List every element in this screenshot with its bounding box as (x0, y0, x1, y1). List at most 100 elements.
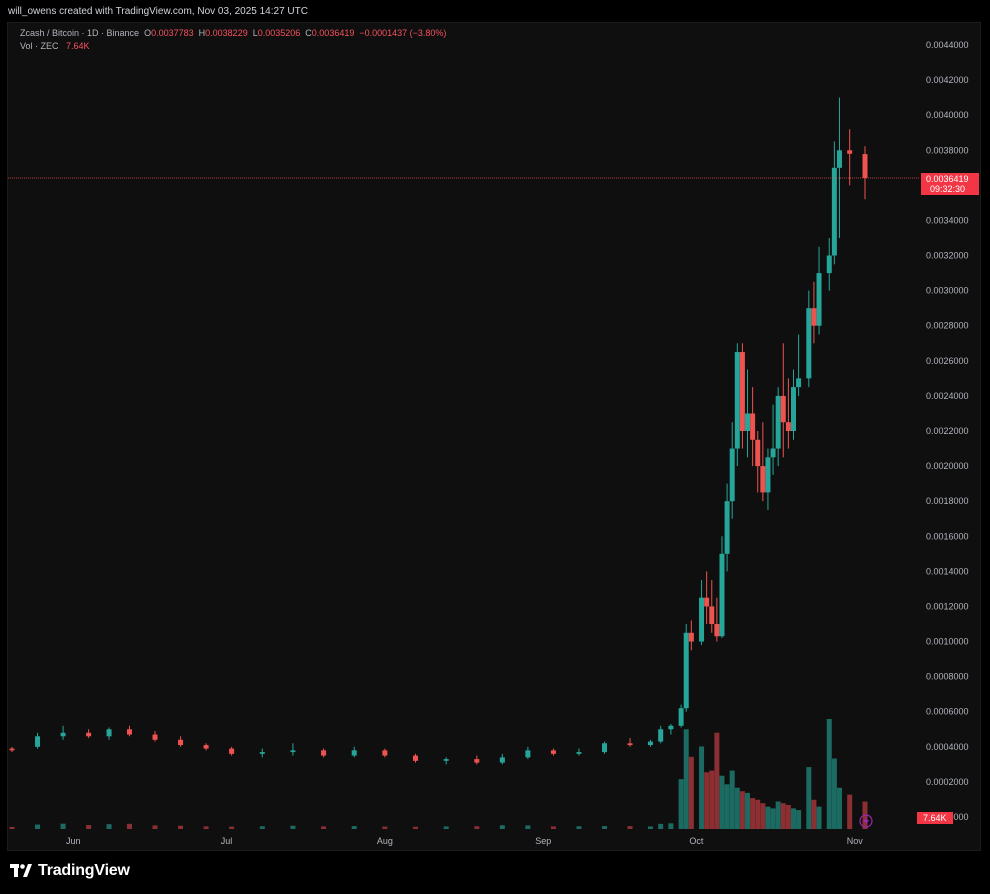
candle-body (785, 422, 791, 431)
volume-bar (525, 825, 531, 829)
last-price-label: 0.0036419 (926, 174, 969, 184)
price-tick-label: 0.0018000 (926, 496, 969, 506)
candle-body (796, 378, 802, 388)
volume-last-label: 7.64K (923, 813, 947, 823)
volume-bar (760, 803, 766, 829)
candle-body (229, 748, 235, 754)
candle-body (658, 729, 664, 742)
candle-body (35, 736, 41, 747)
volume-bar (847, 794, 853, 829)
candle-body (847, 150, 853, 154)
volume-bar (688, 756, 694, 829)
candle-body (351, 750, 357, 756)
volume-title: Vol · ZEC (20, 41, 59, 51)
candle-body (678, 708, 684, 726)
time-axis: Jun Jul Aug Sep Oct Nov (66, 836, 863, 846)
candle-body (602, 743, 608, 753)
candle-body (382, 750, 388, 756)
candle-body (443, 759, 449, 761)
price-tick-label: 0.0042000 (926, 75, 969, 85)
candle-body (321, 750, 327, 756)
candle-body (525, 750, 531, 758)
candle-body (290, 750, 296, 753)
price-tick-label: 0.0028000 (926, 321, 969, 331)
volume-bar (203, 826, 209, 829)
price-tick-label: 0.0040000 (926, 110, 969, 120)
volume-bar (775, 801, 781, 829)
candle-body (750, 413, 756, 440)
volume-bar (290, 825, 296, 829)
volume-bar (152, 825, 158, 829)
volume-bar (683, 729, 689, 829)
price-tick-label: 0.0038000 (926, 145, 969, 155)
last-price-tag: 0.0036419 09:32:30 (921, 173, 979, 196)
candle-body (755, 439, 761, 467)
volume-bar (770, 808, 776, 829)
candle-body (106, 729, 112, 737)
candle-body (826, 255, 832, 274)
volume-bar (35, 824, 41, 829)
volume-legend: Vol · ZEC 7.64K (20, 41, 90, 51)
time-tick-label: Aug (377, 836, 393, 846)
volume-bar (734, 787, 740, 829)
candles-layer (9, 97, 868, 765)
symbol-title: Zcash / Bitcoin · 1D · Binance (20, 28, 140, 38)
volume-bar (351, 826, 357, 829)
volume-bar (780, 803, 786, 829)
price-tick-label: 0.0002000 (926, 777, 969, 787)
tradingview-logo[interactable]: TradingView (10, 862, 130, 880)
candle-body (60, 732, 66, 737)
volume-bar (9, 826, 15, 829)
time-tick-label: Jul (221, 836, 233, 846)
candle-body (790, 387, 796, 431)
lightning-icon[interactable] (859, 814, 873, 828)
candle-body (550, 750, 556, 754)
candle-body (499, 757, 505, 763)
price-tick-label: 0.0014000 (926, 566, 969, 576)
open-value: 0.0037783 (151, 28, 194, 38)
low-value: 0.0035206 (257, 28, 301, 38)
volume-bar (831, 758, 837, 829)
brand-name: TradingView (38, 862, 130, 879)
close-value: 0.0036419 (311, 28, 355, 38)
candle-body (126, 729, 132, 735)
candle-body (729, 448, 735, 502)
volume-tag: 7.64K (917, 812, 953, 824)
candle-body (775, 395, 781, 449)
volume-value: 7.64K (66, 41, 90, 51)
price-tick-label: 0.0010000 (926, 637, 969, 647)
candle-body (770, 448, 776, 458)
price-tick-label: 0.0034000 (926, 215, 969, 225)
volume-bar (443, 826, 449, 829)
volume-bar (499, 825, 505, 829)
candle-body (86, 732, 92, 737)
bar-countdown-label: 09:32:30 (930, 184, 965, 194)
price-tick-label: 0.0016000 (926, 531, 969, 541)
volume-bar (750, 798, 756, 829)
volume-bar (382, 826, 388, 829)
volume-bar (647, 826, 653, 829)
candlestick-chart[interactable]: 0.0044000 0.0042000 0.0040000 0.0038000 0.00… (8, 23, 982, 852)
volume-bar (704, 772, 710, 829)
volume-layer (9, 719, 868, 829)
volume-bar (826, 719, 832, 829)
volume-bar (229, 826, 235, 829)
candle-body (203, 745, 209, 749)
volume-bar (474, 826, 480, 829)
price-tick-label: 0.0032000 (926, 251, 969, 261)
volume-bar (836, 787, 842, 829)
candle-body (647, 741, 653, 746)
candle-body (259, 752, 265, 754)
price-tick-label: 0.0008000 (926, 672, 969, 682)
time-tick-label: Oct (689, 836, 704, 846)
volume-bar (806, 767, 812, 829)
price-tick-label: 0.0004000 (926, 742, 969, 752)
volume-bar (790, 808, 796, 829)
candle-body (714, 624, 720, 637)
volume-bar (321, 826, 327, 829)
volume-bar (178, 825, 184, 829)
chart-frame[interactable]: 0.0044000 0.0042000 0.0040000 0.0038000 0.00… (7, 22, 981, 851)
time-tick-label: Jun (66, 836, 81, 846)
price-tick-label: 0.0026000 (926, 356, 969, 366)
candle-body (739, 352, 745, 431)
